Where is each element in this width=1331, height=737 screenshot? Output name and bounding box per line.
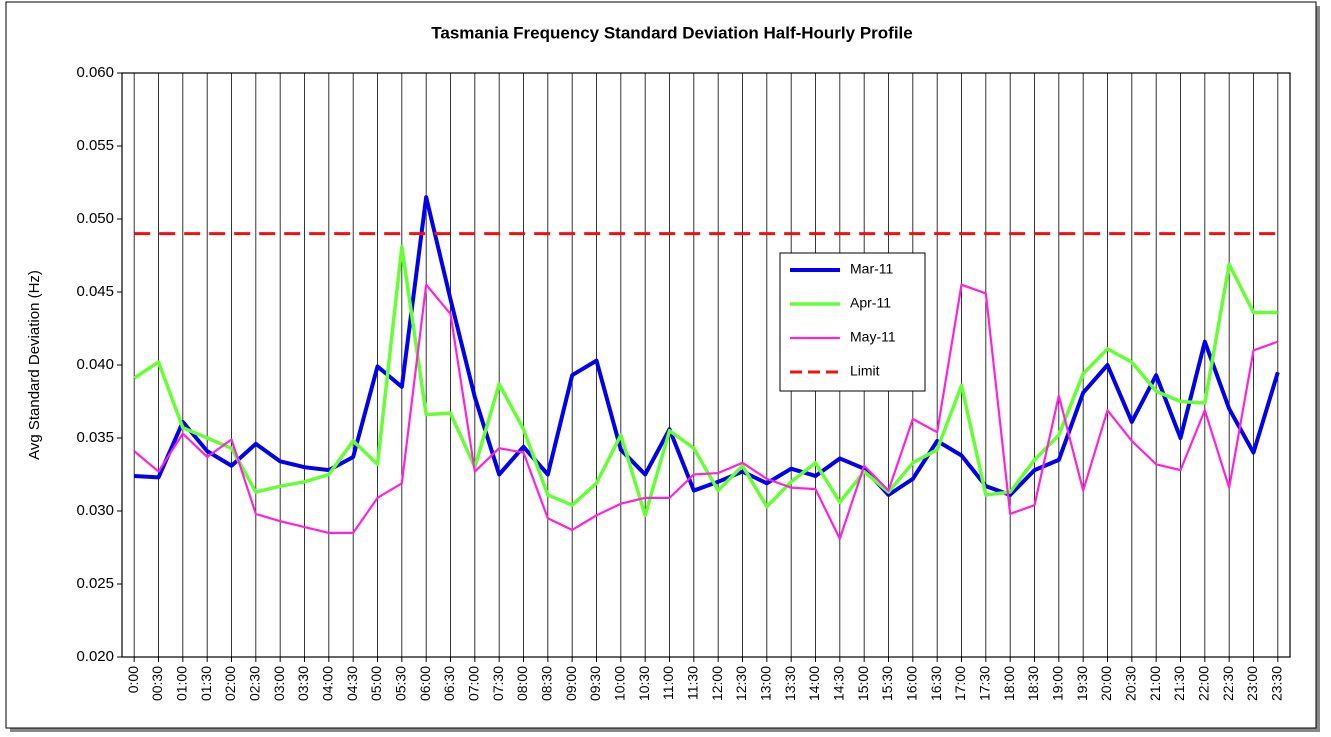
x-tick-label: 08:30 (539, 666, 555, 701)
x-tick-label: 04:30 (344, 666, 360, 701)
plot-area (122, 73, 1290, 657)
y-axis-label: Avg Standard Deviation (Hz) (26, 270, 43, 460)
x-tick-label: 08:00 (514, 666, 530, 701)
legend-label: Apr-11 (850, 295, 891, 311)
x-tick-label: 11:00 (660, 666, 676, 700)
x-tick-label: 16:00 (904, 666, 920, 701)
chart-title: Tasmania Frequency Standard Deviation Ha… (431, 23, 912, 42)
x-tick-label: 14:30 (831, 666, 847, 701)
x-tick-label: 21:30 (1171, 666, 1187, 701)
x-tick-label: 03:00 (271, 666, 287, 701)
x-tick-label: 02:30 (247, 666, 263, 701)
x-tick-label: 11:30 (685, 666, 701, 700)
x-tick-label: 04:00 (320, 666, 336, 701)
y-tick-label: 0.020 (76, 648, 114, 665)
x-tick-label: 07:30 (490, 666, 506, 701)
x-tick-label: 17:30 (977, 666, 993, 701)
legend-label: Mar-11 (850, 261, 894, 277)
x-tick-label: 12:00 (709, 666, 725, 701)
x-tick-label: 05:00 (368, 666, 384, 701)
y-tick-label: 0.055 (76, 137, 114, 154)
x-tick-label: 18:00 (1001, 666, 1017, 701)
x-tick-label: 21:00 (1147, 666, 1163, 701)
x-tick-label: 14:00 (806, 666, 822, 701)
legend-label: Limit (850, 363, 880, 379)
x-tick-label: 06:30 (441, 666, 457, 701)
x-tick-label: 22:00 (1196, 666, 1212, 701)
x-tick-label: 15:00 (855, 666, 871, 701)
series-line (133, 244, 1278, 518)
x-tick-label: 16:30 (928, 666, 944, 701)
x-tick-label: 23:30 (1269, 666, 1285, 701)
x-tick-label: 09:30 (587, 666, 603, 701)
x-tick-label: 12:30 (733, 666, 749, 701)
x-tick-label: 06:00 (417, 666, 433, 701)
x-tick-label: 19:30 (1074, 666, 1090, 701)
y-tick-label: 0.045 (76, 283, 114, 300)
x-tick-label: 05:30 (393, 666, 409, 701)
y-tick-label: 0.030 (76, 502, 114, 519)
y-tick-label: 0.035 (76, 429, 114, 446)
x-tick-label: 10:00 (612, 666, 628, 701)
y-tick-label: 0.040 (76, 356, 114, 373)
x-tick-label: 23:00 (1244, 666, 1260, 701)
series-line (133, 283, 1279, 540)
x-tick-label: 13:30 (782, 666, 798, 701)
x-tick-label: 00:30 (149, 666, 165, 701)
plot-border (121, 72, 1291, 658)
x-tick-label: 10:30 (636, 666, 652, 701)
legend: Mar-11 Apr-11 May-11 Limit (779, 252, 926, 392)
legend-box (779, 252, 926, 392)
y-tick-label: 0.025 (76, 575, 114, 592)
series-line (134, 195, 1280, 497)
legend-label: May-11 (850, 329, 896, 345)
x-tick-label: 15:30 (879, 666, 895, 701)
y-tick-label: 0.050 (76, 210, 114, 227)
x-tick-label: 09:00 (563, 666, 579, 701)
x-tick-label: 01:00 (174, 666, 190, 701)
x-tick-label: 0:00 (125, 666, 141, 693)
x-tick-label: 19:00 (1050, 666, 1066, 701)
x-tick-label: 22:30 (1220, 666, 1236, 701)
y-tick-label: 0.060 (76, 64, 114, 81)
x-tick-label: 02:00 (222, 666, 238, 701)
x-tick-label: 03:30 (295, 666, 311, 701)
x-tick-label: 20:30 (1123, 666, 1139, 701)
x-tick-label: 07:00 (466, 666, 482, 701)
x-tick-label: 20:00 (1098, 666, 1114, 701)
x-tick-label: 13:00 (758, 666, 774, 701)
x-tick-label: 01:30 (198, 666, 214, 701)
x-tick-label: 17:00 (952, 666, 968, 701)
x-tick-label: 18:30 (1025, 666, 1041, 701)
